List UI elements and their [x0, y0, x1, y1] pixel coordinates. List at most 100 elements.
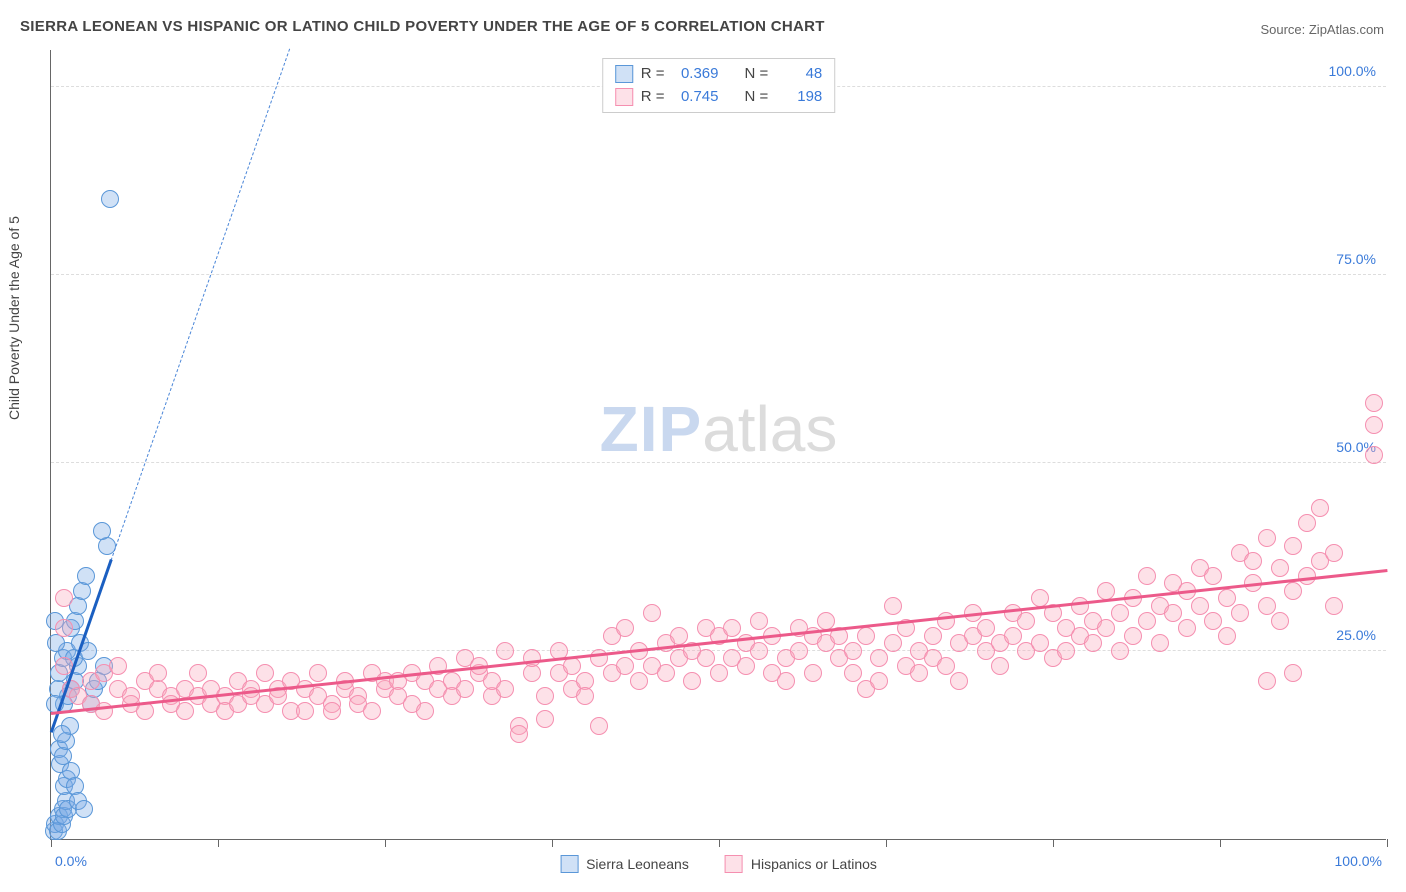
- data-point: [523, 649, 541, 667]
- data-point: [536, 710, 554, 728]
- data-point: [536, 687, 554, 705]
- data-point: [1097, 619, 1115, 637]
- legend-swatch: [615, 65, 633, 83]
- data-point: [1298, 567, 1316, 585]
- data-point: [309, 664, 327, 682]
- legend-n-value: 198: [776, 86, 822, 109]
- data-point: [1164, 604, 1182, 622]
- data-point: [1084, 634, 1102, 652]
- data-point: [1004, 627, 1022, 645]
- data-point: [950, 672, 968, 690]
- legend-row: R =0.369N =48: [615, 63, 823, 86]
- series-legend: Sierra Leoneans Hispanics or Latinos: [560, 855, 877, 873]
- data-point: [101, 190, 119, 208]
- data-point: [804, 664, 822, 682]
- data-point: [1298, 514, 1316, 532]
- legend-swatch: [725, 855, 743, 873]
- x-tick: [719, 839, 720, 847]
- data-point: [53, 725, 71, 743]
- data-point: [1271, 612, 1289, 630]
- scatter-chart: ZIPatlas R =0.369N =48R =0.745N =198 Sie…: [50, 50, 1386, 840]
- data-point: [1097, 582, 1115, 600]
- data-point: [1111, 642, 1129, 660]
- data-point: [1218, 589, 1236, 607]
- legend-n-label: N =: [745, 86, 769, 109]
- data-point: [93, 522, 111, 540]
- watermark-part1: ZIP: [600, 393, 703, 465]
- data-point: [1178, 619, 1196, 637]
- data-point: [1071, 597, 1089, 615]
- x-tick: [1053, 839, 1054, 847]
- gridline: [51, 650, 1386, 651]
- data-point: [1031, 634, 1049, 652]
- watermark-part2: atlas: [702, 393, 837, 465]
- data-point: [1017, 612, 1035, 630]
- data-point: [670, 627, 688, 645]
- x-tick: [385, 839, 386, 847]
- data-point: [456, 680, 474, 698]
- legend-n-label: N =: [745, 63, 769, 86]
- data-point: [857, 627, 875, 645]
- data-point: [1218, 627, 1236, 645]
- data-point: [616, 657, 634, 675]
- legend-swatch: [615, 88, 633, 106]
- series-legend-item: Hispanics or Latinos: [725, 855, 877, 873]
- data-point: [723, 619, 741, 637]
- data-point: [924, 627, 942, 645]
- legend-r-label: R =: [641, 63, 665, 86]
- data-point: [937, 657, 955, 675]
- data-point: [576, 687, 594, 705]
- data-point: [256, 664, 274, 682]
- gridline: [51, 462, 1386, 463]
- series-legend-label: Hispanics or Latinos: [751, 856, 877, 872]
- data-point: [1231, 604, 1249, 622]
- series-legend-label: Sierra Leoneans: [586, 856, 689, 872]
- data-point: [630, 672, 648, 690]
- data-point: [323, 702, 341, 720]
- data-point: [844, 642, 862, 660]
- data-point: [1191, 597, 1209, 615]
- data-point: [1311, 499, 1329, 517]
- data-point: [296, 702, 314, 720]
- data-point: [1244, 552, 1262, 570]
- x-tick: [552, 839, 553, 847]
- data-point: [910, 664, 928, 682]
- data-point: [1204, 567, 1222, 585]
- data-point: [1325, 544, 1343, 562]
- legend-swatch: [560, 855, 578, 873]
- data-point: [1271, 559, 1289, 577]
- data-point: [1124, 627, 1142, 645]
- data-point: [1057, 642, 1075, 660]
- data-point: [1258, 529, 1276, 547]
- data-point: [1284, 537, 1302, 555]
- data-point: [1151, 634, 1169, 652]
- data-point: [710, 664, 728, 682]
- data-point: [683, 672, 701, 690]
- data-point: [363, 702, 381, 720]
- gridline: [51, 274, 1386, 275]
- legend-row: R =0.745N =198: [615, 86, 823, 109]
- chart-title: SIERRA LEONEAN VS HISPANIC OR LATINO CHI…: [20, 18, 825, 35]
- trend-line-extension: [111, 48, 291, 560]
- y-tick-label: 25.0%: [1336, 627, 1376, 643]
- data-point: [1284, 582, 1302, 600]
- data-point: [189, 664, 207, 682]
- data-point: [1284, 664, 1302, 682]
- legend-r-label: R =: [641, 86, 665, 109]
- data-point: [1258, 597, 1276, 615]
- data-point: [75, 800, 93, 818]
- series-legend-item: Sierra Leoneans: [560, 855, 689, 873]
- x-tick: [886, 839, 887, 847]
- data-point: [590, 717, 608, 735]
- data-point: [1258, 672, 1276, 690]
- data-point: [1138, 567, 1156, 585]
- correlation-legend: R =0.369N =48R =0.745N =198: [602, 58, 836, 113]
- x-tick: [1220, 839, 1221, 847]
- x-tick-label-min: 0.0%: [55, 853, 87, 869]
- data-point: [870, 649, 888, 667]
- data-point: [1325, 597, 1343, 615]
- data-point: [844, 664, 862, 682]
- data-point: [777, 672, 795, 690]
- y-tick-label: 75.0%: [1336, 251, 1376, 267]
- data-point: [416, 702, 434, 720]
